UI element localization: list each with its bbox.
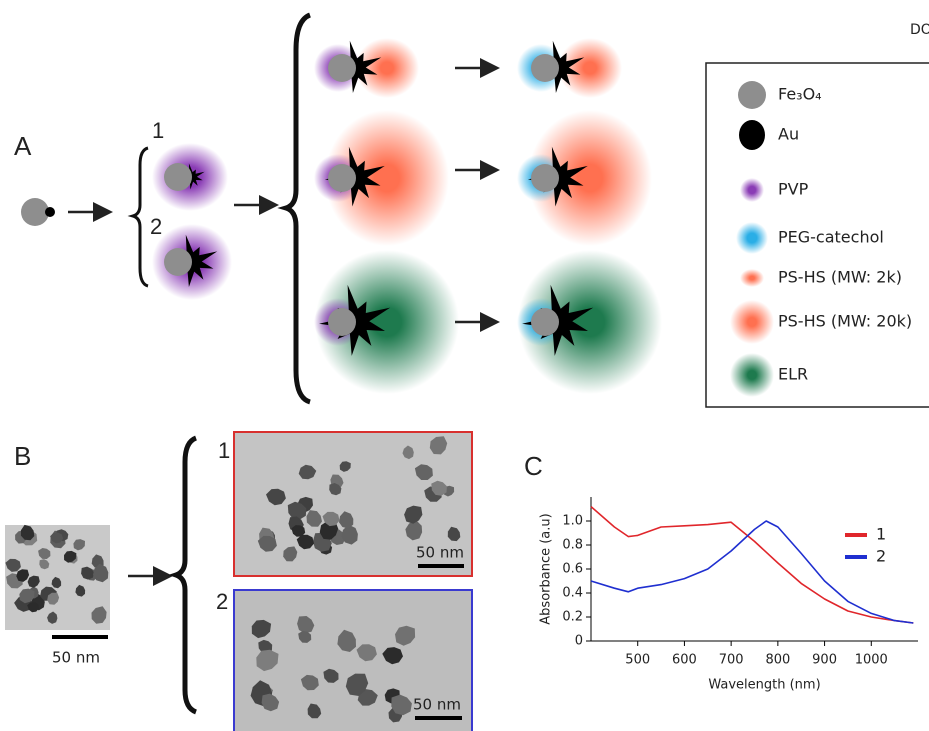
panel-label: A	[14, 131, 32, 161]
legend-label: PEG-catechol	[778, 228, 884, 247]
x-tick-label: 1000	[855, 653, 888, 668]
legend-icon	[739, 120, 765, 150]
scale-bar-label: 50 nm	[52, 649, 100, 667]
fe3o4-core	[164, 163, 192, 191]
x-tick-label: 500	[625, 653, 650, 668]
legend-label: PVP	[778, 180, 809, 199]
y-axis-label: Absorbance (a.u)	[539, 513, 554, 624]
figure-canvas: DO A B C 1 2 Fe₃O₄ Au PVP PEG-catechol PS-HS…	[0, 0, 929, 731]
legend-label: Au	[778, 125, 799, 144]
legend: Fe₃O₄ Au PVP PEG-catechol PS-HS (MW: 2k) PS-H…	[730, 81, 912, 397]
legend-label: 2	[876, 547, 886, 566]
particles	[21, 38, 662, 394]
legend-icon	[740, 178, 764, 202]
legend-icon	[738, 81, 766, 109]
legend-icon	[730, 353, 774, 397]
y-tick-label: 1.0	[562, 514, 583, 529]
x-axis-label: Wavelength (nm)	[708, 678, 820, 693]
y-tick-label: 0.2	[562, 610, 583, 625]
legend-label: 1	[876, 525, 886, 544]
panel-label: B	[14, 441, 31, 471]
scale-bar-label: 50 nm	[413, 696, 461, 714]
legend-icon	[736, 222, 768, 254]
y-tick-label: 0	[575, 634, 583, 649]
x-tick-label: 900	[812, 653, 837, 668]
legend-label: PS-HS (MW: 20k)	[778, 312, 912, 331]
y-tick-label: 0.8	[562, 538, 583, 553]
legend-label: Fe₃O₄	[778, 85, 822, 104]
panel-label: C	[524, 451, 543, 481]
au-seed	[45, 207, 55, 217]
tem-images	[5, 432, 472, 731]
y-tick-label: 0.6	[562, 562, 583, 577]
x-tick-label: 800	[765, 653, 790, 668]
figure: DO A B C 1 2 Fe₃O₄ Au PVP PEG-catechol PS-HS…	[0, 0, 929, 731]
fe3o4-core	[328, 164, 356, 192]
fe3o4-core	[531, 308, 559, 336]
y-tick-label: 0.4	[562, 586, 583, 601]
fe3o4-core	[531, 164, 559, 192]
fe3o4-core	[21, 198, 49, 226]
fe3o4-core	[328, 54, 356, 82]
legend-icon	[730, 300, 774, 344]
corner-text: DO	[910, 22, 929, 38]
image-label: 1	[218, 438, 230, 463]
chart: 0 0.2 0.4 0.6 0.8 1.0 500 600 700 800 900 1000 Wavel…	[539, 497, 919, 693]
x-tick-label: 600	[672, 653, 697, 668]
image-label: 2	[216, 589, 228, 614]
x-tick-label: 700	[719, 653, 744, 668]
legend-label: ELR	[778, 365, 808, 384]
scale-bar-label: 50 nm	[416, 544, 464, 562]
step-label: 1	[152, 118, 164, 143]
step-label: 2	[150, 214, 162, 239]
legend-icon	[740, 269, 764, 287]
fe3o4-core	[531, 54, 559, 82]
fe3o4-core	[164, 248, 192, 276]
series-line	[591, 507, 913, 623]
fe3o4-core	[328, 308, 356, 336]
legend-label: PS-HS (MW: 2k)	[778, 268, 902, 287]
